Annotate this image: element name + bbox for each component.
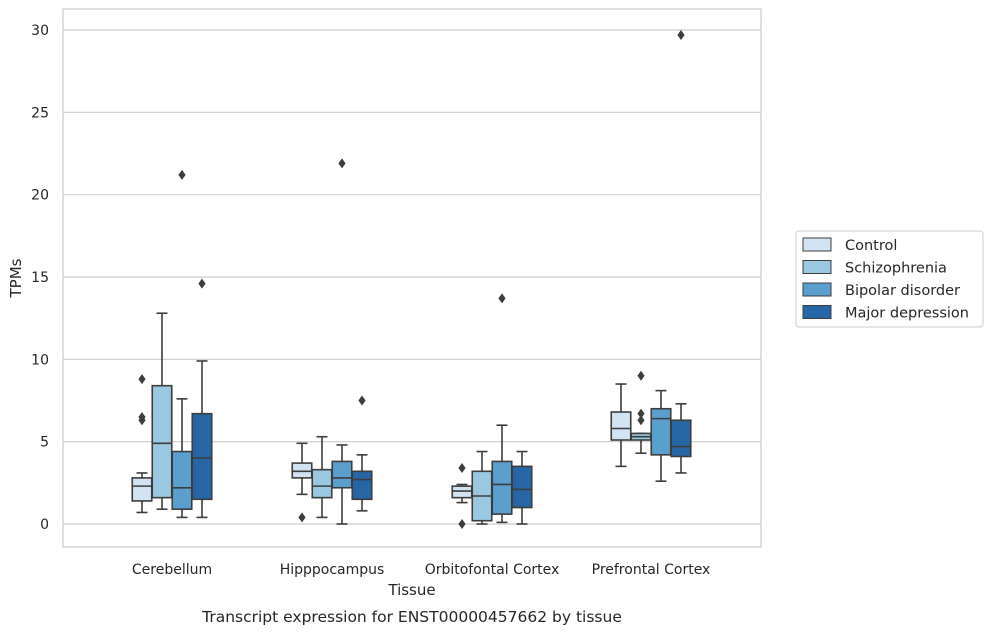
box-iqr	[511, 465, 533, 509]
box-major-depression	[191, 278, 213, 519]
box-iqr	[131, 477, 153, 502]
x-tick-label: Prefrontal Cortex	[592, 562, 711, 578]
box-control	[610, 383, 632, 468]
box-schizophrenia	[151, 312, 173, 510]
outlier-point	[637, 408, 645, 419]
legend-swatch	[802, 260, 832, 274]
outlier-point	[138, 411, 146, 422]
legend-label: Major depression	[845, 306, 969, 322]
box-bipolar-disorder	[491, 293, 513, 524]
outlier-point	[338, 158, 346, 169]
outlier-point	[358, 395, 366, 406]
x-tick-label: Cerebellum	[132, 562, 212, 578]
outlier-point	[298, 512, 306, 523]
box-iqr	[291, 462, 313, 479]
y-tick-label: 20	[31, 188, 49, 204]
y-tick-label: 30	[31, 23, 49, 39]
x-tick-label: Hipppocampus	[280, 562, 385, 578]
grid-lines	[63, 29, 761, 525]
y-tick-label: 15	[31, 270, 49, 286]
box-iqr	[171, 450, 193, 510]
y-tick-label: 10	[31, 352, 49, 368]
box-schizophrenia	[630, 370, 652, 454]
plot-frame	[62, 8, 762, 548]
legend-label: Bipolar disorder	[845, 283, 960, 299]
outlier-point	[637, 370, 645, 381]
outlier-point	[138, 374, 146, 385]
chart-caption: Transcript expression for ENST0000045766…	[201, 608, 622, 626]
outlier-point	[458, 463, 466, 474]
outlier-point	[198, 278, 206, 289]
legend-swatch	[802, 282, 832, 297]
legend-label: Control	[845, 238, 897, 254]
box-iqr	[151, 384, 173, 499]
y-axis-title: TPMs	[7, 258, 25, 298]
box-iqr	[670, 419, 692, 458]
box-iqr	[331, 460, 353, 489]
box-control	[131, 374, 153, 514]
box-bipolar-disorder	[331, 158, 353, 525]
y-tick-label: 5	[40, 435, 49, 451]
box-iqr	[610, 411, 632, 441]
outlier-point	[458, 519, 466, 529]
outlier-point	[498, 293, 506, 304]
x-tick-labels: Cerebellum Hipppocampus Orbitofontal Corte…	[132, 562, 710, 578]
box-iqr	[311, 468, 333, 499]
box-major-depression	[351, 395, 373, 512]
legend-swatch	[802, 237, 832, 252]
box-control	[291, 442, 313, 523]
y-tick-label: 0	[40, 517, 49, 533]
box-control	[451, 463, 473, 529]
outlier-point	[637, 415, 645, 426]
box-iqr	[650, 407, 672, 456]
box-major-depression	[511, 450, 533, 525]
box-bipolar-disorder	[650, 389, 672, 482]
box-plots	[131, 29, 692, 529]
box-iqr	[491, 460, 513, 515]
box-iqr	[191, 412, 213, 501]
box-major-depression	[670, 29, 692, 474]
legend: Control Schizophrenia Bipolar disorder Majo…	[795, 230, 984, 328]
x-axis-title: Tissue	[387, 581, 435, 599]
outlier-point	[178, 169, 186, 180]
y-tick-label: 25	[31, 105, 49, 121]
box-iqr	[451, 485, 473, 499]
box-schizophrenia	[311, 435, 333, 519]
y-tick-labels: 0 5 10 15 20 25 30	[31, 23, 49, 533]
legend-swatch	[802, 305, 832, 319]
box-schizophrenia	[471, 450, 493, 525]
box-iqr	[351, 470, 373, 501]
legend-frame	[795, 230, 984, 328]
x-tick-label: Orbitofontal Cortex	[425, 562, 560, 578]
box-bipolar-disorder	[171, 169, 193, 519]
legend-label: Schizophrenia	[845, 261, 947, 277]
outlier-point	[677, 29, 685, 40]
